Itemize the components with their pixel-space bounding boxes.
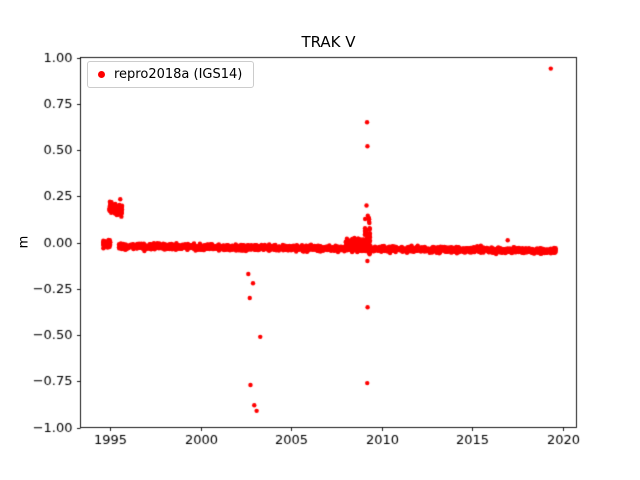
y-axis-label: m (16, 235, 32, 249)
legend-entry-label: repro2018a (IGS14) (114, 67, 243, 82)
legend-marker-icon (98, 71, 105, 78)
legend: repro2018a (IGS14) (87, 61, 255, 88)
chart-title: TRAK V (301, 33, 356, 51)
